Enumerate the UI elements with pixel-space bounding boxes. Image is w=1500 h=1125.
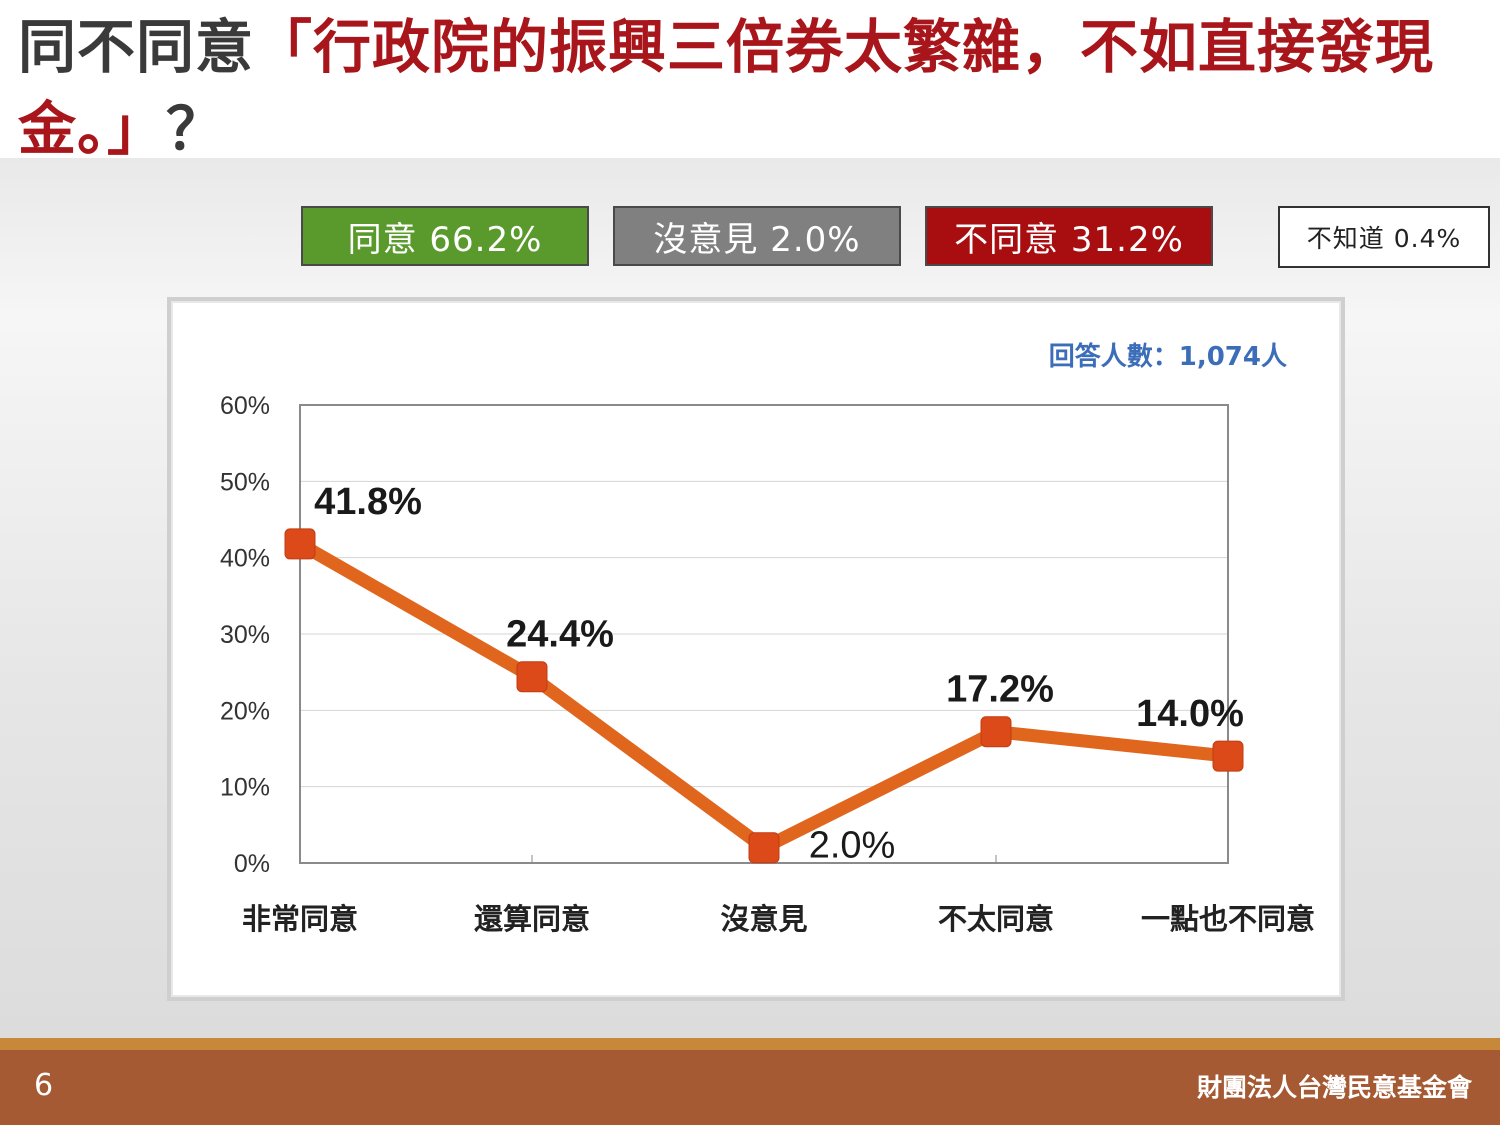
data-point-marker xyxy=(748,832,780,864)
data-label: 2.0% xyxy=(809,825,896,867)
y-tick-label: 40% xyxy=(220,545,270,573)
chart-frame: 0% 10% 20% 30% 40% 50% 60% 非常同意 還算同意 沒意見 不太同意 一點也不同… xyxy=(167,297,1345,1001)
title-quote: 「行政院的振興三倍券太繁雜，不如直接發現金。」 xyxy=(18,13,1435,163)
page-number: 6 xyxy=(34,1068,54,1103)
organization-name: 財團法人台灣民意基金會 xyxy=(1196,1073,1472,1102)
data-label: 41.8% xyxy=(314,481,422,523)
agree-summary-badge: 同意 66.2% xyxy=(301,206,589,266)
data-point-marker xyxy=(516,661,548,693)
data-point-marker xyxy=(980,716,1012,748)
title-suffix: ？ xyxy=(166,95,226,163)
dunno-summary-badge: 不知道 0.4% xyxy=(1278,206,1490,268)
data-point-marker xyxy=(284,528,316,560)
x-category-label: 一點也不同意 xyxy=(1141,902,1315,936)
y-tick-label: 50% xyxy=(220,468,270,496)
y-tick-label: 10% xyxy=(220,774,270,802)
y-tick-label: 0% xyxy=(234,850,270,878)
y-tick-label: 30% xyxy=(220,621,270,649)
data-point-marker xyxy=(1212,740,1244,772)
data-label: 24.4% xyxy=(506,614,614,656)
x-category-label: 非常同意 xyxy=(242,902,358,936)
x-category-label: 還算同意 xyxy=(474,902,590,936)
line-chart: 0% 10% 20% 30% 40% 50% 60% 非常同意 還算同意 沒意見 不太同意 一點也不同… xyxy=(220,341,1315,936)
x-category-label: 不太同意 xyxy=(938,902,1054,936)
respondents-note: 回答人數：1,074人 xyxy=(1049,341,1287,372)
data-label: 17.2% xyxy=(946,669,1054,711)
disagree-summary-badge: 不同意 31.2% xyxy=(925,206,1213,266)
x-category-label: 沒意見 xyxy=(720,902,807,936)
title-prefix: 同不同意 xyxy=(18,13,255,81)
series-line xyxy=(293,537,1235,855)
neutral-summary-badge: 沒意見 2.0% xyxy=(613,206,901,266)
footer-bar xyxy=(0,1050,1500,1125)
footer-accent-line xyxy=(0,1038,1500,1050)
y-tick-label: 60% xyxy=(220,392,270,420)
data-label: 14.0% xyxy=(1136,693,1244,735)
page-title: 同不同意「行政院的振興三倍券太繁雜，不如直接發現金。」？ xyxy=(18,6,1488,170)
y-tick-label: 20% xyxy=(220,697,270,725)
